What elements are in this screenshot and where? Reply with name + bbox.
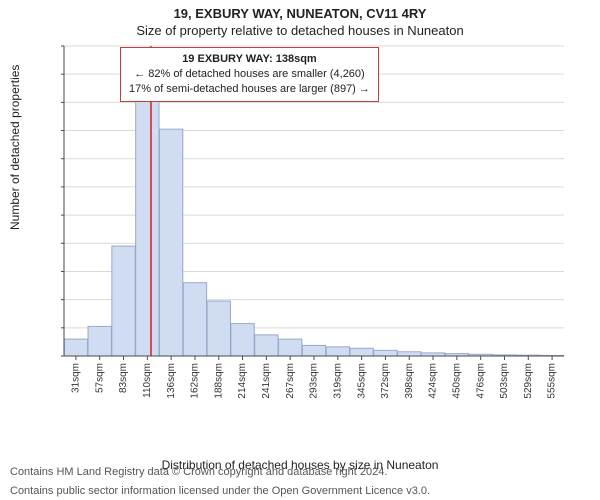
svg-text:450sqm: 450sqm bbox=[451, 363, 462, 399]
y-axis-label: Number of detached properties bbox=[8, 65, 22, 230]
svg-text:529sqm: 529sqm bbox=[523, 363, 534, 399]
callout-box: 19 EXBURY WAY: 138sqm ← 82% of detached … bbox=[120, 47, 379, 102]
callout-line-2: ← 82% of detached houses are smaller (4,… bbox=[129, 67, 370, 82]
svg-text:345sqm: 345sqm bbox=[356, 363, 367, 399]
callout-line-3: 17% of semi-detached houses are larger (… bbox=[129, 82, 370, 97]
svg-text:503sqm: 503sqm bbox=[499, 363, 510, 399]
svg-text:476sqm: 476sqm bbox=[475, 363, 486, 399]
svg-text:293sqm: 293sqm bbox=[309, 363, 320, 399]
svg-text:398sqm: 398sqm bbox=[404, 363, 415, 399]
svg-text:110sqm: 110sqm bbox=[142, 363, 153, 398]
svg-text:31sqm: 31sqm bbox=[71, 363, 82, 393]
svg-text:555sqm: 555sqm bbox=[547, 363, 558, 399]
svg-text:162sqm: 162sqm bbox=[190, 363, 201, 399]
figure-title: 19, EXBURY WAY, NUNEATON, CV11 4RY bbox=[0, 0, 600, 21]
svg-text:372sqm: 372sqm bbox=[380, 363, 391, 399]
svg-text:57sqm: 57sqm bbox=[94, 363, 105, 393]
chart-area: 0200400600800100012001400160018002000220… bbox=[60, 44, 570, 414]
svg-text:214sqm: 214sqm bbox=[237, 363, 248, 399]
footnote-2: Contains public sector information licen… bbox=[0, 482, 600, 500]
figure-container: 19, EXBURY WAY, NUNEATON, CV11 4RY Size … bbox=[0, 0, 600, 500]
svg-text:83sqm: 83sqm bbox=[118, 363, 129, 393]
svg-text:188sqm: 188sqm bbox=[213, 363, 224, 399]
svg-text:424sqm: 424sqm bbox=[428, 363, 439, 399]
svg-text:136sqm: 136sqm bbox=[166, 363, 177, 399]
callout-line-1: 19 EXBURY WAY: 138sqm bbox=[129, 52, 370, 67]
svg-text:267sqm: 267sqm bbox=[285, 363, 296, 399]
figure-subtitle: Size of property relative to detached ho… bbox=[0, 21, 600, 38]
svg-text:241sqm: 241sqm bbox=[261, 363, 272, 399]
footnote-1: Contains HM Land Registry data © Crown c… bbox=[0, 463, 600, 481]
svg-text:319sqm: 319sqm bbox=[332, 363, 343, 399]
